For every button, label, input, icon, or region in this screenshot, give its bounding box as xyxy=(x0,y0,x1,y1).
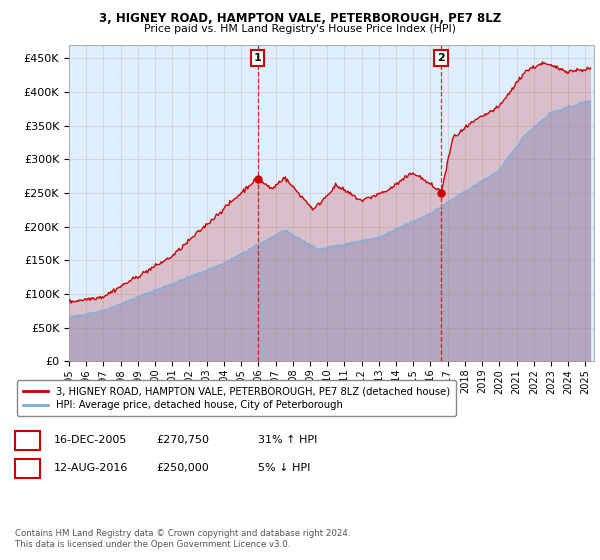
Text: £250,000: £250,000 xyxy=(156,463,209,473)
Text: £270,750: £270,750 xyxy=(156,435,209,445)
Text: 12-AUG-2016: 12-AUG-2016 xyxy=(54,463,128,473)
Text: 2: 2 xyxy=(23,461,32,475)
Text: Price paid vs. HM Land Registry's House Price Index (HPI): Price paid vs. HM Land Registry's House … xyxy=(144,24,456,34)
Text: 2: 2 xyxy=(437,53,445,63)
Legend: 3, HIGNEY ROAD, HAMPTON VALE, PETERBOROUGH, PE7 8LZ (detached house), HPI: Avera: 3, HIGNEY ROAD, HAMPTON VALE, PETERBOROU… xyxy=(17,380,456,416)
Text: 5% ↓ HPI: 5% ↓ HPI xyxy=(258,463,310,473)
Text: Contains HM Land Registry data © Crown copyright and database right 2024.
This d: Contains HM Land Registry data © Crown c… xyxy=(15,529,350,549)
Text: 1: 1 xyxy=(23,433,32,447)
Text: 31% ↑ HPI: 31% ↑ HPI xyxy=(258,435,317,445)
Text: 16-DEC-2005: 16-DEC-2005 xyxy=(54,435,127,445)
Text: 3, HIGNEY ROAD, HAMPTON VALE, PETERBOROUGH, PE7 8LZ: 3, HIGNEY ROAD, HAMPTON VALE, PETERBOROU… xyxy=(99,12,501,25)
Text: 1: 1 xyxy=(254,53,262,63)
